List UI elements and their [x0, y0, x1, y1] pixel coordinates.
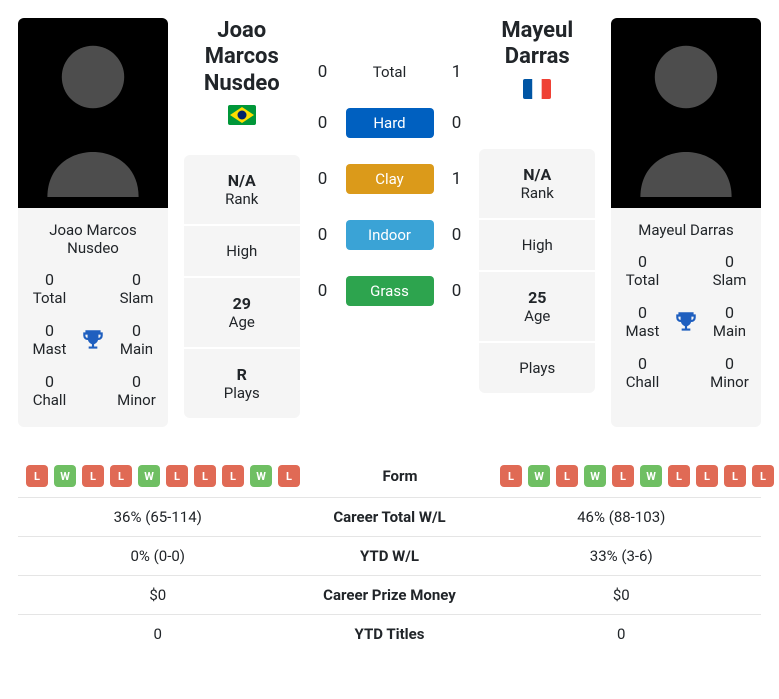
p1-chall: 0 Chall	[26, 372, 73, 409]
p2-age-row: 25 Age	[479, 272, 595, 343]
player2-info-card: N/A Rank High 25 Age Plays	[479, 149, 595, 393]
p2-plays-row: Plays	[479, 343, 595, 393]
h2h-total-row: 0 Total 1	[316, 62, 464, 82]
p2-minor: 0 Minor	[706, 354, 753, 391]
cmp-ytd-wl-row: 0% (0-0) YTD W/L 33% (3-6)	[18, 537, 761, 576]
h2h-grass-row: 0 Grass 0	[316, 276, 464, 306]
win-badge[interactable]: W	[250, 465, 272, 487]
p1-plays-row: R Plays	[184, 349, 300, 418]
loss-badge[interactable]: L	[668, 465, 690, 487]
player1-trophies: 0 Total 0 Slam 0 Mast 0 Main 0 Chall	[18, 270, 168, 427]
loss-badge[interactable]: L	[696, 465, 718, 487]
p1-main: 0 Main	[113, 321, 160, 358]
player2-big-name[interactable]: Mayeul Darras	[479, 18, 595, 71]
player2-name-label: Mayeul Darras	[611, 208, 761, 252]
player1-silhouette	[18, 18, 168, 208]
p1-total: 0 Total	[26, 270, 73, 307]
player1-name-col: Joao Marcos Nusdeo N/A Rank High 29 Age …	[184, 18, 300, 427]
clay-chip[interactable]: Clay	[346, 164, 434, 194]
h2h-indoor-row: 0 Indoor 0	[316, 220, 464, 250]
loss-badge[interactable]: L	[166, 465, 188, 487]
p1-age-row: 29 Age	[184, 278, 300, 349]
indoor-chip[interactable]: Indoor	[346, 220, 434, 250]
player2-silhouette	[611, 18, 761, 208]
p1-slam: 0 Slam	[113, 270, 160, 307]
trophy-icon	[73, 327, 113, 353]
win-badge[interactable]: W	[640, 465, 662, 487]
player1-big-name[interactable]: Joao Marcos Nusdeo	[184, 18, 300, 97]
p1-form-badges: LWLLWLLLWL	[26, 465, 300, 487]
player2-trophies: 0 Total 0 Slam 0 Mast 0 Main 0 Chall	[611, 252, 761, 409]
p2-high-row: High	[479, 220, 595, 272]
loss-badge[interactable]: L	[612, 465, 634, 487]
p1-rank-row: N/A Rank	[184, 155, 300, 226]
hard-chip[interactable]: Hard	[346, 108, 434, 138]
p1-minor: 0 Minor	[113, 372, 160, 409]
player2-card: Mayeul Darras 0 Total 0 Slam 0 Mast 0 Ma…	[611, 18, 761, 427]
player1-info-card: N/A Rank High 29 Age R Plays	[184, 155, 300, 418]
silhouette-icon	[33, 28, 153, 198]
p2-mast: 0 Mast	[619, 303, 666, 340]
loss-badge[interactable]: L	[26, 465, 48, 487]
h2h-hard-row: 0 Hard 0	[316, 108, 464, 138]
loss-badge[interactable]: L	[556, 465, 578, 487]
loss-badge[interactable]: L	[278, 465, 300, 487]
p2-form-badges: LWLWLWLLLL	[500, 465, 774, 487]
cmp-ytd-titles-row: 0 YTD Titles 0	[18, 615, 761, 653]
h2h-total-label: Total	[346, 63, 434, 81]
brazil-flag-icon	[228, 105, 256, 125]
p1-high-row: High	[184, 226, 300, 278]
win-badge[interactable]: W	[54, 465, 76, 487]
cmp-career-wl-row: 36% (65-114) Career Total W/L 46% (88-10…	[18, 498, 761, 537]
grass-chip[interactable]: Grass	[346, 276, 434, 306]
p2-total: 0 Total	[619, 252, 666, 289]
win-badge[interactable]: W	[528, 465, 550, 487]
p2-chall: 0 Chall	[619, 354, 666, 391]
win-badge[interactable]: W	[138, 465, 160, 487]
player1-card: Joao Marcos Nusdeo 0 Total 0 Slam 0 Mast…	[18, 18, 168, 427]
h2h-column: 0 Total 1 0 Hard 0 0 Clay 1 0 Indoor 0 0…	[316, 18, 464, 427]
p2-slam: 0 Slam	[706, 252, 753, 289]
silhouette-icon	[626, 28, 746, 198]
loss-badge[interactable]: L	[110, 465, 132, 487]
loss-badge[interactable]: L	[194, 465, 216, 487]
h2h-clay-row: 0 Clay 1	[316, 164, 464, 194]
p1-mast: 0 Mast	[26, 321, 73, 358]
player1-name-label: Joao Marcos Nusdeo	[18, 208, 168, 270]
france-flag-icon	[523, 79, 551, 99]
player2-name-col: Mayeul Darras N/A Rank High 25 Age Plays	[479, 18, 595, 427]
loss-badge[interactable]: L	[222, 465, 244, 487]
loss-badge[interactable]: L	[724, 465, 746, 487]
cmp-form-row: LWLLWLLLWL Form LWLWLWLLLL	[18, 455, 761, 498]
top-row: Joao Marcos Nusdeo 0 Total 0 Slam 0 Mast…	[18, 18, 761, 427]
loss-badge[interactable]: L	[752, 465, 774, 487]
win-badge[interactable]: W	[584, 465, 606, 487]
loss-badge[interactable]: L	[500, 465, 522, 487]
comparison-table: LWLLWLLLWL Form LWLWLWLLLL 36% (65-114) …	[18, 455, 761, 653]
p2-rank-row: N/A Rank	[479, 149, 595, 220]
trophy-icon	[666, 309, 706, 335]
p2-main: 0 Main	[706, 303, 753, 340]
cmp-prize-row: $0 Career Prize Money $0	[18, 576, 761, 615]
loss-badge[interactable]: L	[82, 465, 104, 487]
